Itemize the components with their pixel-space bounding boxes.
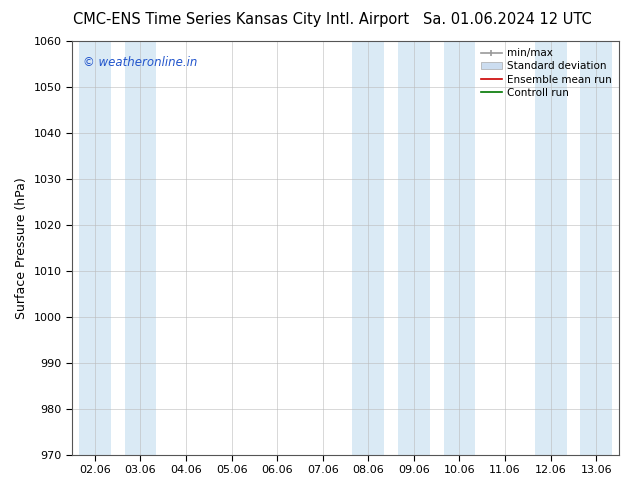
Bar — [124, 41, 157, 455]
Text: Sa. 01.06.2024 12 UTC: Sa. 01.06.2024 12 UTC — [423, 12, 592, 27]
Bar — [444, 41, 476, 455]
Y-axis label: Surface Pressure (hPa): Surface Pressure (hPa) — [15, 177, 28, 318]
Bar — [580, 41, 612, 455]
Text: CMC-ENS Time Series Kansas City Intl. Airport: CMC-ENS Time Series Kansas City Intl. Ai… — [73, 12, 409, 27]
Bar — [79, 41, 111, 455]
Bar — [398, 41, 430, 455]
Text: © weatheronline.in: © weatheronline.in — [83, 55, 197, 69]
Legend: min/max, Standard deviation, Ensemble mean run, Controll run: min/max, Standard deviation, Ensemble me… — [479, 46, 614, 100]
Bar — [353, 41, 384, 455]
Bar — [534, 41, 567, 455]
